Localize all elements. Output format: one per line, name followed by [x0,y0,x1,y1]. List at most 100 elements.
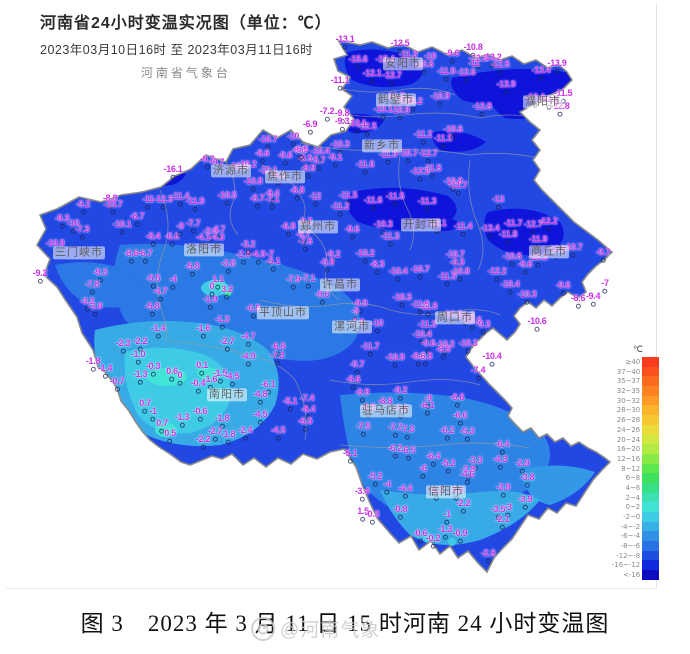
legend-label: 20~24 [616,434,641,444]
city-label: 济源市 [211,164,251,178]
legend-color-swatch [642,560,659,571]
legend-row: 16~20 [601,444,659,454]
legend-label: 32~35 [616,386,641,395]
legend-color-swatch [642,463,659,474]
weibo-eye-icon [251,616,275,641]
legend-color-swatch [642,453,659,464]
legend-color-swatch [642,386,659,396]
map-header: 河南省24小时变温实况图（单位：℃） 2023年03月10日16时 至 2023… [40,12,332,82]
legend-row: -6~-4 [601,531,659,542]
legend-label: 37~40 [616,367,641,376]
legend-label: 28~30 [616,405,641,415]
legend-label: -6~-4 [620,531,641,541]
legend-row: 0~2 [601,502,659,512]
legend-label: 6~8 [625,473,641,482]
city-label: 开封市 [401,218,441,232]
legend-label: 24~26 [616,425,641,434]
city-label: 许昌市 [320,278,360,292]
legend-color-swatch [642,405,659,416]
legend-color-swatch [642,357,659,367]
legend-label: <-16 [623,570,641,579]
legend-row: -12~-8 [601,550,659,561]
legend-row: ≥40 [601,357,659,367]
legend-label: 26~28 [616,415,641,424]
city-label: 信阳市 [426,485,466,499]
legend-color-swatch [642,395,659,406]
legend: ℃ ≥40 37~40 35~37 32~35 30~32 28~30 26~28 24~26… [601,344,659,580]
legend-row: 20~24 [601,434,659,445]
legend-row: 26~28 [601,415,659,425]
temp-patch [520,465,595,505]
legend-label: 12~16 [616,454,641,463]
legend-row: 6~8 [601,473,659,483]
legend-rows: ≥40 37~40 35~37 32~35 30~32 28~30 26~28 24~26 20… [601,357,659,580]
legend-row: 12~16 [601,453,659,464]
legend-label: 16~20 [616,444,641,453]
legend-row: -16~-12 [601,560,659,571]
temp-patch [55,262,141,308]
legend-color-swatch [642,482,659,493]
legend-color-swatch [642,376,659,387]
legend-row: -4~-2 [601,521,659,532]
legend-row: 37~40 [601,366,659,377]
legend-label: 30~32 [616,396,641,405]
legend-label: 35~37 [616,376,641,386]
legend-label: 4~6 [625,483,641,492]
legend-row: 4~6 [601,482,659,493]
temp-patch [448,538,456,546]
legend-color-swatch [642,444,659,454]
map-title: 河南省24小时变温实况图（单位：℃） [40,15,332,32]
legend-row: <-16 [601,570,659,580]
temp-patch [155,423,177,437]
legend-color-swatch [642,531,659,542]
watermark-text: @河南气象 [280,620,381,641]
legend-label: ≥40 [625,357,641,366]
city-label: 洛阳市 [184,243,224,257]
legend-row: 8~12 [601,463,659,474]
legend-color-swatch [642,473,659,483]
temp-patch [197,367,217,379]
legend-color-swatch [642,570,659,580]
legend-color-swatch [642,434,659,445]
legend-label: 0~2 [625,502,641,511]
temp-patch [214,283,226,291]
district-boundaries [156,87,546,449]
legend-color-swatch [642,512,659,522]
legend-row: 32~35 [601,386,659,396]
legend-row: 35~37 [601,376,659,387]
map-date-range: 2023年03月10日16时 至 2023年03月11日16时 [40,43,314,57]
city-label: 鹤壁市 [376,93,416,107]
temp-patch [484,208,564,256]
city-label: 濮阳市 [523,95,563,109]
temp-patch [340,392,550,519]
legend-color-swatch [642,424,659,435]
legend-label: -12~-8 [616,551,641,560]
legend-row: -2~0 [601,512,659,522]
temp-patch [380,490,540,545]
legend-color-swatch [642,502,659,512]
temperature-fill-layer [37,40,612,572]
temp-patch [224,289,232,297]
city-label: 三门峡市 [53,246,105,260]
city-label: 安阳市 [383,57,423,71]
city-label: 南阳市 [207,388,247,402]
legend-color-swatch [642,366,659,377]
city-label: 郑州市 [298,220,338,234]
figure-caption: 图 3 2023 年 3 月 11 日 15 时河南 24 小时变温图 [80,611,610,636]
legend-row: 28~30 [601,405,659,416]
legend-color-swatch [642,415,659,425]
city-label: 新乡市 [362,139,402,153]
city-label: 周口市 [435,311,475,325]
temp-patch [431,130,486,152]
legend-row: -8~-6 [601,541,659,551]
legend-color-swatch [642,492,659,503]
legend-label: 2~4 [625,493,641,502]
temp-patch [147,368,187,386]
legend-row: 30~32 [601,395,659,406]
city-label: 漯河市 [332,320,372,334]
legend-color-swatch [642,521,659,532]
city-label: 平顶山市 [257,306,309,320]
city-label: 焦作市 [265,170,305,184]
legend-label: 8~12 [621,463,641,473]
